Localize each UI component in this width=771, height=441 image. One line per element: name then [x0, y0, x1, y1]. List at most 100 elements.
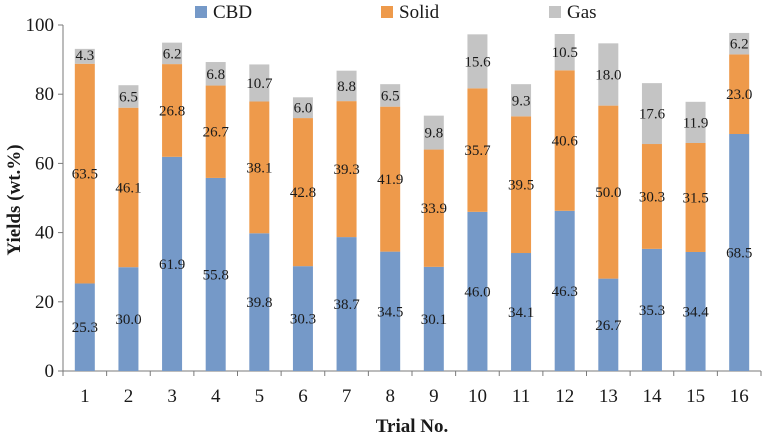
data-label-solid-2: 46.1	[115, 180, 141, 196]
y-axis-title: Yields (wt.%)	[4, 144, 25, 255]
bar-solid-8	[380, 106, 401, 252]
legend-swatch-gas	[549, 6, 561, 18]
data-label-cbd-15: 34.4	[682, 304, 709, 320]
bar-gas-9	[423, 115, 444, 150]
data-label-cbd-2: 30.0	[115, 312, 141, 328]
bar-solid-11	[511, 116, 532, 254]
bar-cbd-10	[467, 211, 488, 371]
x-ticks: 1 2 3 4 5 6 7 8 9 10 11 12 13 14 15 16	[62, 371, 762, 407]
bar-solid-14	[641, 144, 662, 249]
data-label-cbd-8: 34.5	[377, 304, 403, 320]
data-label-solid-13: 50.0	[595, 185, 621, 201]
x-tick-label: 4	[211, 386, 221, 407]
data-label-cbd-11: 34.1	[508, 305, 534, 321]
data-label-gas-14: 17.6	[639, 107, 666, 123]
bar-cbd-5	[249, 233, 270, 371]
legend-swatch-cbd	[195, 6, 207, 18]
data-label-gas-13: 18.0	[595, 67, 621, 83]
data-label-solid-7: 39.3	[333, 162, 359, 178]
y-tick-label: 20	[35, 292, 54, 313]
x-tick-label: 5	[255, 386, 265, 407]
data-label-gas-9: 9.8	[424, 126, 443, 142]
bar-gas-10	[467, 34, 488, 89]
x-tick-label: 10	[468, 386, 487, 407]
x-tick-label: 13	[599, 386, 618, 407]
bar-solid-13	[598, 105, 619, 279]
y-ticks: 0 20 40 60 80 100	[26, 15, 63, 382]
data-label-gas-1: 4.3	[75, 48, 94, 64]
data-label-solid-15: 31.5	[682, 190, 708, 206]
bar-solid-6	[292, 118, 313, 267]
legend-label-solid: Solid	[399, 2, 440, 23]
y-tick-label: 40	[35, 223, 54, 244]
bar-solid-10	[467, 88, 488, 212]
data-label-solid-11: 39.5	[508, 178, 534, 194]
bar-gas-7	[336, 70, 357, 102]
data-label-solid-9: 33.9	[421, 201, 447, 217]
x-tick-label: 15	[686, 386, 705, 407]
bar-gas-5	[249, 64, 270, 102]
data-label-cbd-9: 30.1	[421, 312, 447, 328]
data-label-gas-2: 6.5	[119, 89, 138, 105]
data-label-cbd-6: 30.3	[290, 312, 316, 328]
data-label-solid-8: 41.9	[377, 172, 403, 188]
bar-cbd-6	[292, 266, 313, 371]
data-label-solid-12: 40.6	[552, 134, 579, 150]
data-label-cbd-10: 46.0	[464, 284, 490, 300]
bar-gas-11	[511, 84, 532, 117]
x-axis-title: Trial No.	[376, 416, 448, 437]
legend: CBD Solid Gas	[195, 2, 597, 23]
bar-gas-16	[729, 32, 750, 55]
bar-solid-4	[205, 85, 226, 178]
bar-gas-12	[554, 33, 575, 71]
bar-solid-9	[423, 149, 444, 267]
data-label-gas-16: 6.2	[730, 37, 749, 53]
bar-cbd-16	[729, 133, 750, 371]
data-label-solid-4: 26.7	[203, 125, 230, 141]
bar-solid-15	[685, 142, 706, 252]
x-tick-label: 3	[167, 386, 177, 407]
x-tick-label: 2	[124, 386, 134, 407]
bar-gas-8	[380, 84, 401, 107]
bar-cbd-15	[685, 251, 706, 371]
data-label-gas-5: 10.7	[246, 76, 273, 92]
data-label-solid-10: 35.7	[464, 143, 491, 159]
legend-label-gas: Gas	[567, 2, 597, 23]
data-label-gas-15: 11.9	[683, 115, 709, 131]
x-tick-label: 8	[385, 386, 395, 407]
bar-solid-5	[249, 101, 270, 234]
data-label-cbd-4: 55.8	[203, 267, 229, 283]
bar-cbd-9	[423, 266, 444, 371]
bar-cbd-1	[74, 283, 95, 371]
bar-cbd-12	[554, 210, 575, 371]
bar-gas-2	[118, 85, 139, 108]
bar-solid-7	[336, 101, 357, 238]
y-tick-label: 100	[26, 15, 55, 36]
y-tick-label: 60	[35, 153, 54, 174]
x-tick-label: 7	[342, 386, 352, 407]
data-label-gas-6: 6.0	[294, 101, 313, 117]
bar-cbd-14	[641, 248, 662, 371]
data-label-cbd-5: 39.8	[246, 295, 272, 311]
x-tick-label: 1	[80, 386, 90, 407]
bar-solid-16	[729, 54, 750, 134]
data-label-gas-8: 6.5	[381, 88, 400, 104]
y-tick-label: 80	[35, 84, 54, 105]
data-label-solid-16: 23.0	[726, 87, 752, 103]
data-label-cbd-16: 68.5	[726, 245, 752, 261]
data-label-gas-11: 9.3	[512, 93, 531, 109]
x-tick-label: 11	[512, 386, 530, 407]
x-tick-label: 16	[730, 386, 749, 407]
data-label-cbd-12: 46.3	[552, 284, 578, 300]
data-label-cbd-7: 38.7	[333, 297, 360, 313]
bar-cbd-3	[162, 156, 183, 371]
bar-solid-2	[118, 107, 139, 268]
bar-cbd-8	[380, 251, 401, 371]
bar-cbd-7	[336, 237, 357, 371]
data-label-solid-1: 63.5	[72, 167, 98, 183]
bars: 25.3 63.5 4.3 30.0 46.1 6.5 61.9 26.8 6.2 55.8 26.…	[72, 32, 752, 371]
bar-gas-4	[205, 62, 226, 86]
data-label-gas-4: 6.8	[206, 67, 225, 83]
bar-cbd-13	[598, 278, 619, 371]
